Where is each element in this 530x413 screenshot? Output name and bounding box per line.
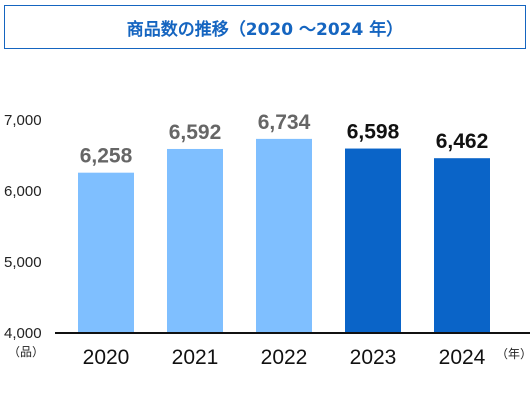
x-tick-label-2020: 2020 [83, 346, 130, 369]
y-tick-label: 6,000 [4, 183, 42, 200]
x-tick-label-2023: 2023 [350, 346, 397, 369]
y-tick-label: 7,000 [4, 112, 42, 129]
bar-2020 [78, 172, 134, 333]
y-unit-label: （品） [8, 345, 44, 359]
bar-2022 [256, 138, 312, 333]
data-label-2021: 6,592 [169, 121, 222, 144]
data-label-2024: 6,462 [436, 130, 489, 153]
data-label-2023: 6,598 [347, 121, 400, 144]
chart-title: 商品数の推移（2020 ～2024 年） [4, 5, 526, 49]
data-label-2022: 6,734 [258, 111, 311, 134]
x-tick-label-2021: 2021 [172, 346, 219, 369]
bar-2021 [167, 148, 223, 333]
x-tick-label-2022: 2022 [261, 346, 308, 369]
y-tick-label: 4,000 [4, 325, 42, 342]
bar-2023 [345, 148, 401, 333]
data-label-2020: 6,258 [80, 145, 133, 168]
bar-2024 [434, 158, 490, 333]
y-tick-label: 5,000 [4, 254, 42, 271]
x-unit-label: （年） [496, 347, 530, 361]
x-tick-label-2024: 2024 [439, 346, 486, 369]
